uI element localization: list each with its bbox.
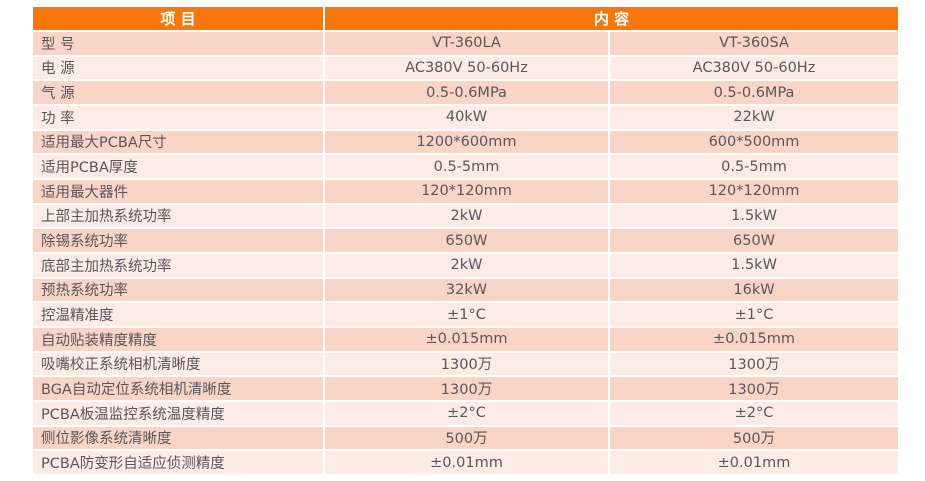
spec-value-vt360sa-cell: AC380V 50-60Hz <box>607 54 901 82</box>
spec-value-vt360la-cell: 650W <box>323 227 610 254</box>
spec-row: 预热系统功率 32kW 16kW <box>31 276 901 304</box>
spec-value-vt360la-cell: 40kW <box>323 103 610 131</box>
spec-label-cell: 侧位影像系统清晰度 <box>31 424 325 452</box>
spec-label-cell: 气 源 <box>31 79 325 106</box>
spec-value-vt360la-cell: 1200*600mm <box>323 128 610 156</box>
spec-value-vt360sa-cell: 16kW <box>607 276 901 304</box>
spec-row: 型 号 VT-360LA VT-360SA <box>31 30 901 57</box>
spec-value-vt360sa-cell: 1.5kW <box>607 251 901 279</box>
spec-row: 侧位影像系统清晰度 500万 500万 <box>31 424 901 452</box>
spec-row: 底部主加热系统功率 2kW 1.5kW <box>31 251 901 279</box>
header-row: 项 目 内 容 <box>31 5 901 32</box>
spec-label-cell: 控温精准度 <box>31 301 325 328</box>
spec-row: 功 率 40kW 22kW <box>31 103 901 131</box>
spec-value-vt360sa-cell: ±1°C <box>607 301 901 328</box>
spec-label-cell: 适用最大PCBA尺寸 <box>31 128 325 156</box>
spec-value-vt360sa-cell: 1.5kW <box>607 202 901 230</box>
spec-label-cell: PCBA防变形自适应侦测精度 <box>31 449 325 476</box>
spec-value-vt360sa-cell: 0.5-5mm <box>607 153 901 180</box>
spec-value-vt360la-cell: 0.5-0.6MPa <box>323 79 610 106</box>
spec-row: 控温精准度 ±1°C ±1°C <box>31 301 901 328</box>
spec-row: 上部主加热系统功率 2kW 1.5kW <box>31 202 901 230</box>
spec-row: 除锡系统功率 650W 650W <box>31 227 901 254</box>
spec-label-cell: 适用PCBA厚度 <box>31 153 325 180</box>
spec-row: 适用最大器件 120*120mm 120*120mm <box>31 177 901 205</box>
spec-label-cell: 适用最大器件 <box>31 177 325 205</box>
spec-label-cell: 型 号 <box>31 30 325 57</box>
spec-row: 电 源 AC380V 50-60Hz AC380V 50-60Hz <box>31 54 901 82</box>
spec-value-vt360la-cell: ±2°C <box>323 399 610 427</box>
spec-value-vt360la-cell: VT-360LA <box>323 30 610 57</box>
spec-row: 适用最大PCBA尺寸 1200*600mm 600*500mm <box>31 128 901 156</box>
spec-value-vt360sa-cell: 1300万 <box>607 350 901 378</box>
spec-value-vt360sa-cell: 600*500mm <box>607 128 901 156</box>
spec-value-vt360la-cell: AC380V 50-60Hz <box>323 54 610 82</box>
spec-row: 自动贴装精度精度 ±0.015mm ±0.015mm <box>31 325 901 353</box>
spec-label-cell: PCBA板温监控系统温度精度 <box>31 399 325 427</box>
spec-label-cell: 自动贴装精度精度 <box>31 325 325 353</box>
spec-value-vt360sa-cell: 22kW <box>607 103 901 131</box>
spec-value-vt360la-cell: 1300万 <box>323 375 610 402</box>
spec-value-vt360la-cell: 120*120mm <box>323 177 610 205</box>
spec-value-vt360la-cell: ±0.01mm <box>323 449 610 476</box>
spec-label-cell: 底部主加热系统功率 <box>31 251 325 279</box>
spec-row: 气 源 0.5-0.6MPa 0.5-0.6MPa <box>31 79 901 106</box>
spec-value-vt360sa-cell: 500万 <box>607 424 901 452</box>
spec-label-cell: 吸嘴校正系统相机清晰度 <box>31 350 325 378</box>
spec-row: PCBA板温监控系统温度精度 ±2°C ±2°C <box>31 399 901 427</box>
spec-label-cell: 功 率 <box>31 103 325 131</box>
spec-label-cell: BGA自动定位系统相机清晰度 <box>31 375 325 402</box>
spec-value-vt360la-cell: 0.5-5mm <box>323 153 610 180</box>
spec-table: 项 目 内 容 型 号 VT-360LA VT-360SA 电 源 AC380V 50-… <box>31 5 901 476</box>
spec-value-vt360la-cell: 2kW <box>323 202 610 230</box>
spec-label-cell: 预热系统功率 <box>31 276 325 304</box>
spec-label-cell: 除锡系统功率 <box>31 227 325 254</box>
spec-value-vt360la-cell: ±0.015mm <box>323 325 610 353</box>
spec-label-cell: 上部主加热系统功率 <box>31 202 325 230</box>
spec-row: 吸嘴校正系统相机清晰度 1300万 1300万 <box>31 350 901 378</box>
spec-label-cell: 电 源 <box>31 54 325 82</box>
spec-value-vt360sa-cell: 120*120mm <box>607 177 901 205</box>
spec-value-vt360la-cell: ±1°C <box>323 301 610 328</box>
spec-value-vt360sa-cell: 650W <box>607 227 901 254</box>
spec-value-vt360la-cell: 32kW <box>323 276 610 304</box>
spec-value-vt360la-cell: 2kW <box>323 251 610 279</box>
spec-value-vt360sa-cell: ±0.015mm <box>607 325 901 353</box>
spec-value-vt360la-cell: 1300万 <box>323 350 610 378</box>
spec-row: 适用PCBA厚度 0.5-5mm 0.5-5mm <box>31 153 901 180</box>
header-content-cell: 内 容 <box>322 5 901 32</box>
spec-table-body: 型 号 VT-360LA VT-360SA 电 源 AC380V 50-60Hz AC38… <box>31 30 901 476</box>
spec-row: PCBA防变形自适应侦测精度 ±0.01mm ±0.01mm <box>31 449 901 476</box>
spec-value-vt360sa-cell: ±2°C <box>607 399 901 427</box>
spec-value-vt360sa-cell: 1300万 <box>607 375 901 402</box>
spec-value-vt360sa-cell: 0.5-0.6MPa <box>607 79 901 106</box>
spec-row: BGA自动定位系统相机清晰度 1300万 1300万 <box>31 375 901 402</box>
spec-value-vt360sa-cell: ±0.01mm <box>607 449 901 476</box>
spec-value-vt360la-cell: 500万 <box>323 424 610 452</box>
spec-value-vt360sa-cell: VT-360SA <box>607 30 901 57</box>
header-item-cell: 项 目 <box>31 5 325 32</box>
